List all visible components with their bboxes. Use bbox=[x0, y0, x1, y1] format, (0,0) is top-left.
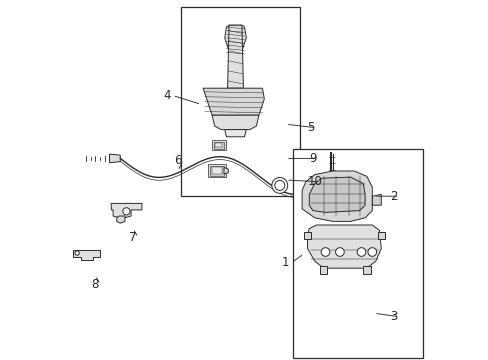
Text: 10: 10 bbox=[306, 175, 322, 188]
Circle shape bbox=[122, 208, 130, 215]
Text: 1: 1 bbox=[282, 256, 289, 269]
Bar bbox=[215, 143, 222, 147]
Bar bbox=[212, 167, 222, 174]
Polygon shape bbox=[203, 88, 264, 115]
Text: 7: 7 bbox=[129, 231, 136, 244]
Polygon shape bbox=[109, 154, 120, 163]
Polygon shape bbox=[371, 194, 381, 205]
Bar bbox=[181, 7, 300, 196]
Bar bbox=[212, 140, 225, 150]
Text: 5: 5 bbox=[307, 121, 314, 134]
Polygon shape bbox=[303, 232, 310, 239]
Polygon shape bbox=[224, 167, 228, 174]
Circle shape bbox=[335, 248, 344, 256]
Polygon shape bbox=[302, 171, 371, 221]
Polygon shape bbox=[111, 203, 142, 219]
Bar bbox=[292, 149, 422, 358]
Circle shape bbox=[274, 180, 284, 190]
Bar bbox=[210, 166, 224, 176]
Text: 9: 9 bbox=[308, 152, 316, 165]
Bar bbox=[208, 164, 225, 177]
Polygon shape bbox=[307, 225, 381, 268]
Circle shape bbox=[271, 177, 287, 193]
Bar bbox=[213, 142, 224, 149]
Circle shape bbox=[356, 248, 365, 256]
Polygon shape bbox=[227, 25, 243, 88]
Text: 3: 3 bbox=[389, 310, 397, 323]
Circle shape bbox=[367, 248, 376, 256]
Polygon shape bbox=[309, 177, 365, 212]
Text: 4: 4 bbox=[163, 89, 170, 102]
Polygon shape bbox=[224, 130, 246, 137]
Polygon shape bbox=[320, 266, 326, 274]
Polygon shape bbox=[117, 216, 125, 223]
Text: 2: 2 bbox=[389, 190, 397, 203]
Polygon shape bbox=[212, 115, 258, 130]
Circle shape bbox=[321, 248, 329, 256]
Polygon shape bbox=[377, 232, 384, 239]
Polygon shape bbox=[224, 25, 246, 54]
Text: 8: 8 bbox=[91, 278, 99, 291]
Polygon shape bbox=[363, 266, 370, 274]
Text: 6: 6 bbox=[174, 154, 181, 167]
Circle shape bbox=[75, 251, 79, 255]
Polygon shape bbox=[73, 250, 101, 260]
